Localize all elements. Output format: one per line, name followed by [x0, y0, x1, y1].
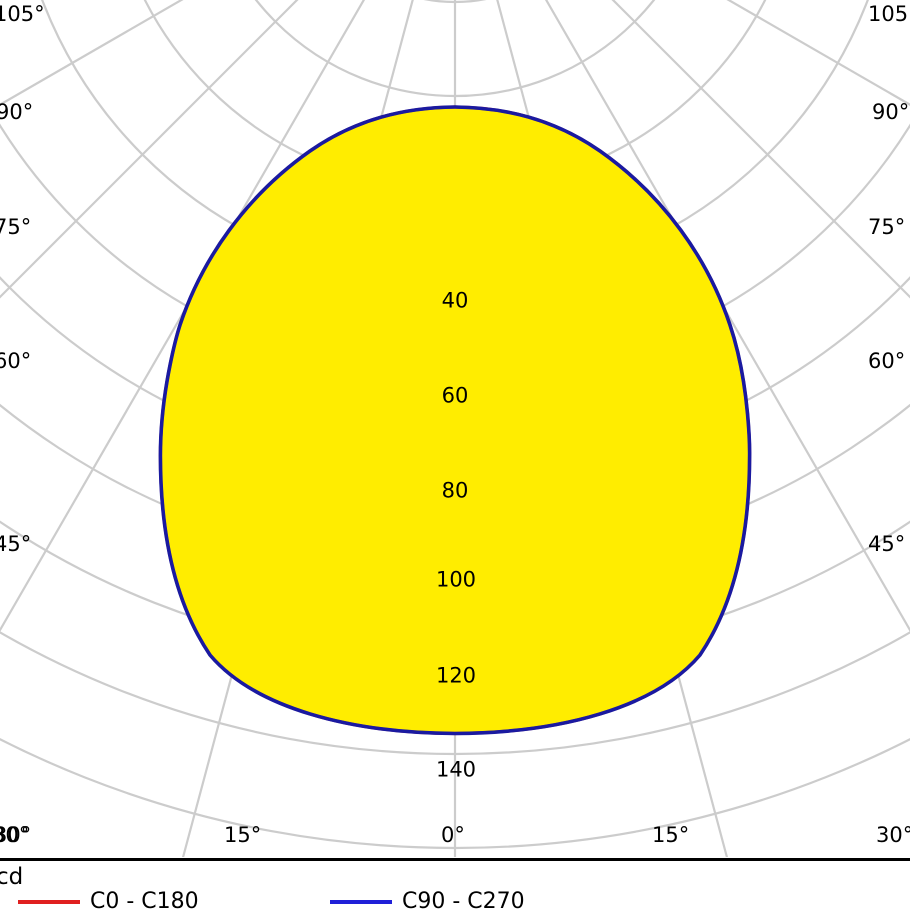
angle-label-bottom-15-right: 15° [652, 823, 690, 847]
angle-label-left-75: 75° [0, 215, 32, 239]
curve-c90-c270 [158, 105, 752, 736]
legend-entry-c90-c270[interactable]: C90 - C270 [330, 889, 525, 914]
angle-label-bottom-30-left: 30° [0, 823, 30, 847]
angle-label-right-60: 60° [868, 349, 906, 373]
angle-label-right-105: 105° [868, 2, 910, 26]
radial-label-40: 40 [441, 288, 469, 313]
angle-label-right-90: 90° [872, 100, 910, 124]
angle-label-bottom-0: 0° [441, 823, 465, 847]
angle-label-bottom-30-right: 30° [876, 823, 910, 847]
legend-unit-label: cd [0, 864, 24, 890]
angle-label-left-105: 105° [0, 2, 45, 26]
angle-label-left-90: 90° [0, 100, 34, 124]
angle-label-left-30: 30° [0, 823, 32, 847]
angle-label-bottom-15-left: 15° [224, 823, 262, 847]
radial-label-80: 80 [441, 478, 469, 503]
legend: cd C0 - C180 C90 - C270 [0, 864, 910, 914]
legend-separator-rule [0, 858, 910, 861]
radial-label-60: 60 [441, 383, 469, 408]
legend-label-c90-c270: C90 - C270 [402, 889, 525, 914]
radial-label-100: 100 [435, 567, 477, 592]
angle-label-left-60: 60° [0, 349, 32, 373]
radial-label-140: 140 [435, 757, 477, 782]
angle-label-left-45: 45° [0, 532, 32, 556]
distribution-fill [160, 0, 750, 734]
legend-swatch-c90-c270 [330, 900, 392, 904]
angle-label-right-45: 45° [868, 532, 906, 556]
legend-swatch-c0-c180 [18, 900, 80, 904]
legend-label-c0-c180: C0 - C180 [90, 889, 199, 914]
legend-entry-c0-c180[interactable]: C0 - C180 [18, 889, 199, 914]
angle-label-right-75: 75° [868, 215, 906, 239]
radial-label-120: 120 [435, 663, 477, 688]
